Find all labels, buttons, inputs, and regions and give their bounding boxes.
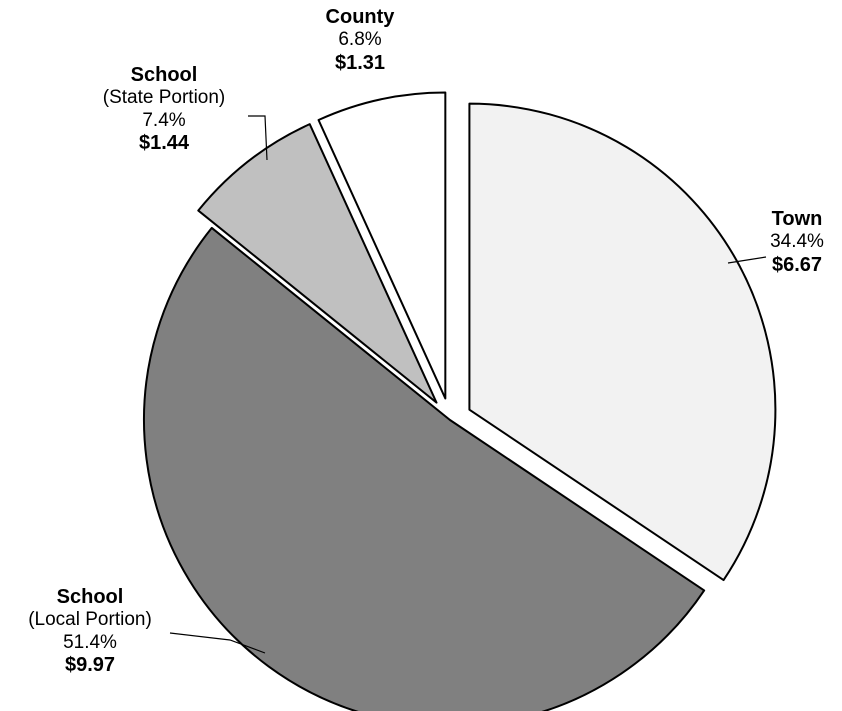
label-school-local-percent: 51.4% [63, 631, 117, 653]
label-town-percent: 34.4% [770, 231, 824, 253]
slice-school-local [143, 226, 706, 711]
label-county-value: $1.31 [334, 51, 386, 74]
label-town-name: Town [771, 208, 823, 230]
label-town: Town 34.4% $6.67 [752, 208, 842, 277]
label-county-name: County [325, 6, 395, 28]
label-school-state-percent: 7.4% [142, 109, 186, 131]
label-county-percent: 6.8% [338, 29, 382, 51]
label-school-state: School (State Portion) 7.4% $1.44 [64, 64, 264, 155]
leader-line-school-local [169, 632, 266, 654]
leader-line-school-state [248, 115, 268, 161]
label-school-state-value: $1.44 [138, 131, 190, 154]
slice-county [317, 91, 447, 400]
pie-slices [143, 91, 777, 711]
label-county: County 6.8% $1.31 [300, 6, 420, 75]
label-school-local-name: School [56, 586, 124, 608]
label-school-local-sub: (Local Portion) [28, 609, 152, 631]
leader-lines [169, 115, 767, 654]
slice-school-state [197, 123, 438, 404]
label-school-local-value: $9.97 [64, 653, 116, 676]
slice-town [468, 102, 777, 582]
label-school-state-name: School [130, 64, 198, 86]
label-town-value: $6.67 [771, 253, 823, 276]
label-school-state-sub: (State Portion) [102, 87, 226, 109]
label-school-local: School (Local Portion) 51.4% $9.97 [0, 586, 180, 677]
leader-line-town [727, 256, 767, 264]
